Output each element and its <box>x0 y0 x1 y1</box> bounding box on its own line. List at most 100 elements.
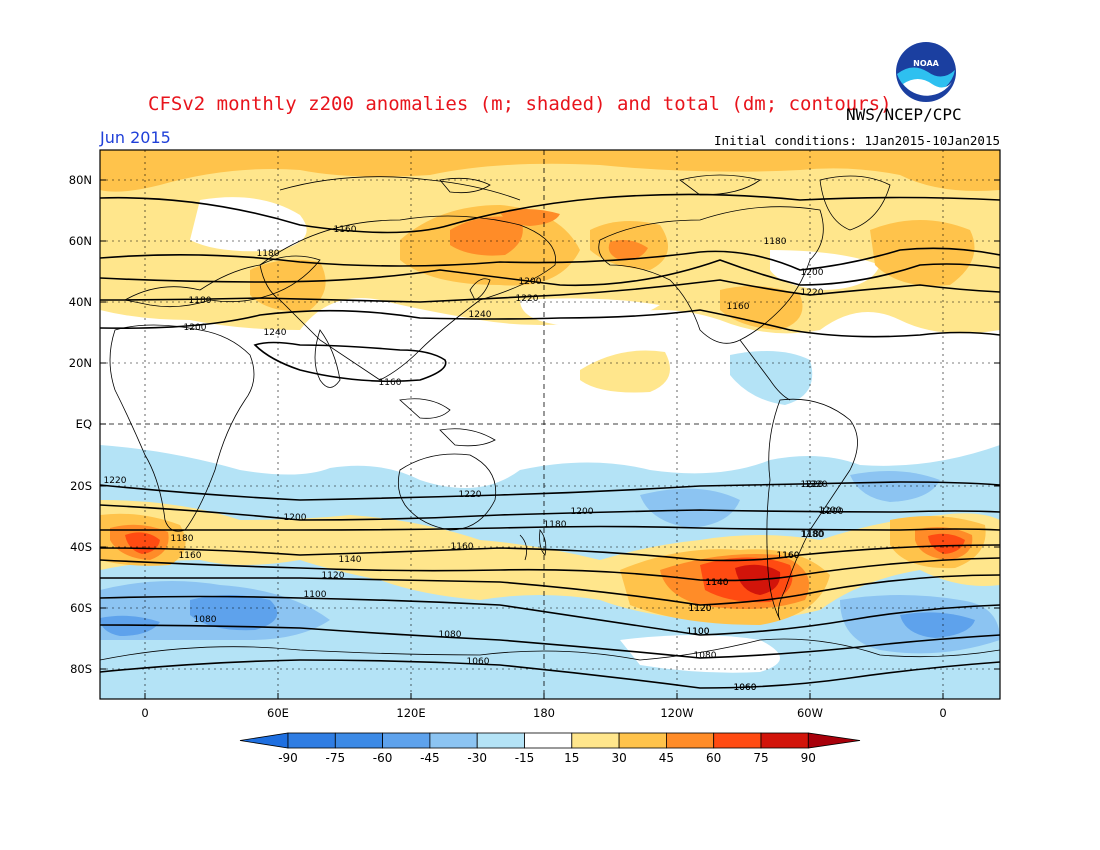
contour-label: 1240 <box>264 328 287 338</box>
contour-label: 1180 <box>189 296 212 306</box>
lat-label: 60N <box>69 234 92 248</box>
contour-label: 1140 <box>706 578 729 588</box>
contour-label: 1200 <box>184 323 207 333</box>
colorbar-segment <box>713 732 762 749</box>
lat-label: 40N <box>69 295 92 309</box>
contour-labels: 1160 1180 1200 1220 1240 1240 1160 1180 1200 1220… <box>104 225 844 693</box>
lat-label: 80N <box>69 173 92 187</box>
contour-label: 1220 <box>459 490 482 500</box>
colorbar-tick-label: -90 <box>278 751 298 765</box>
colorbar-arrow-left <box>239 732 289 749</box>
contour-label: 1160 <box>727 302 750 312</box>
lon-ticks <box>144 693 944 699</box>
colorbar-arrow-right <box>807 732 861 749</box>
contour-label: 1220 <box>801 288 824 298</box>
contour-label: 1060 <box>467 657 490 667</box>
initial-conditions-label: Initial conditions: 1Jan2015-10Jan2015 <box>714 133 1000 148</box>
lon-label: 0 <box>141 706 148 720</box>
contour-label: 1060 <box>734 683 757 693</box>
colorbar-segment <box>382 732 431 749</box>
contour-label: 1200 <box>284 513 307 523</box>
colorbar-segment <box>287 732 336 749</box>
contour-label: 1220 <box>516 294 539 304</box>
contour-label: 1220 <box>805 480 828 490</box>
lon-label: 0 <box>939 706 946 720</box>
contour-label: 1160 <box>451 542 474 552</box>
colorbar-tick-label: 90 <box>801 751 816 765</box>
contour-label: 1160 <box>179 551 202 561</box>
contour-label: 1200 <box>571 507 594 517</box>
contour-label: 1220 <box>104 476 127 486</box>
lat-label: 80S <box>70 662 92 676</box>
contour-label: 1100 <box>687 627 710 637</box>
contour-label: 1160 <box>379 378 402 388</box>
colorbar-tick-label: -15 <box>515 751 535 765</box>
longitude-labels: 0 60E 120E 180 120W 60W 0 <box>141 706 946 720</box>
colorbar-tick-label: -60 <box>373 751 393 765</box>
lon-label: 60E <box>267 706 289 720</box>
colorbar-tick-label: -30 <box>467 751 487 765</box>
contour-label: 1080 <box>439 630 462 640</box>
contour-label: 1120 <box>689 604 712 614</box>
contour-label: 1120 <box>322 571 345 581</box>
contour-label: 1180 <box>257 249 280 259</box>
lon-label: 120E <box>396 706 425 720</box>
contour-label: 1200 <box>801 268 824 278</box>
colorbar-segment <box>476 732 525 749</box>
agency-label: NWS/NCEP/CPC <box>846 105 962 124</box>
lat-label: 20N <box>69 356 92 370</box>
colorbar-segment <box>618 732 667 749</box>
colorbar: -90 -75 -60 -45 -30 -15 15 30 45 60 75 90 <box>239 732 861 765</box>
lat-label: 60S <box>70 601 92 615</box>
colorbar-segment <box>666 732 715 749</box>
colorbar-segment <box>334 732 383 749</box>
map-area: 1160 1180 1200 1220 1240 1240 1160 1180 1200 1220… <box>100 150 1000 699</box>
graticule <box>100 150 1000 699</box>
contour-label: 1220 <box>801 480 824 490</box>
contour-label: 1140 <box>339 555 362 565</box>
equator-dateline <box>100 150 1000 699</box>
colorbar-tick-label: -75 <box>325 751 345 765</box>
colorbar-segment <box>429 732 478 749</box>
contour-label: 1160 <box>777 551 800 561</box>
contour-label: 1080 <box>694 651 717 661</box>
colorbar-tick-label: 30 <box>611 751 626 765</box>
colorbar-segment <box>571 732 620 749</box>
colorbar-tick-label: 15 <box>564 751 579 765</box>
contour-label: 1240 <box>469 310 492 320</box>
colorbar-tick-label: 60 <box>706 751 721 765</box>
contour-label: 1080 <box>194 615 217 625</box>
height-contours <box>100 193 1000 689</box>
contour-label: 1120 <box>689 604 712 614</box>
contour-label: 1200 <box>519 277 542 287</box>
noaa-logo-text: NOAA <box>913 59 939 68</box>
lon-label: 180 <box>533 706 555 720</box>
lat-ticks <box>100 179 1000 670</box>
contour-label: 1180 <box>171 534 194 544</box>
contour-label: 1200 <box>821 507 844 517</box>
lat-label: 20S <box>70 479 92 493</box>
colorbar-tick-label: 75 <box>753 751 768 765</box>
lat-label: 40S <box>70 540 92 554</box>
colorbar-tick-label: -45 <box>420 751 440 765</box>
contour-label: 1100 <box>687 627 710 637</box>
contour-label: 1160 <box>777 551 800 561</box>
coastlines <box>100 174 1000 661</box>
lat-label: EQ <box>76 417 92 431</box>
lon-label: 60W <box>797 706 823 720</box>
month-label: Jun 2015 <box>99 128 171 147</box>
contour-label: 1180 <box>544 520 567 530</box>
lon-label: 120W <box>660 706 693 720</box>
contour-label: 1140 <box>706 578 729 588</box>
contour-label: 1200 <box>819 506 842 516</box>
latitude-labels: 80N 60N 40N 20N EQ 20S 40S 60S 80S <box>69 173 92 676</box>
figure-title: CFSv2 monthly z200 anomalies (m; shaded)… <box>148 93 892 115</box>
contour-label: 1100 <box>304 590 327 600</box>
contour-label: 1060 <box>734 683 757 693</box>
contour-label: 1180 <box>802 530 825 540</box>
colorbar-tick-label: 45 <box>659 751 674 765</box>
contour-label: 1160 <box>334 225 357 235</box>
noaa-logo: NOAA <box>896 42 956 102</box>
contour-label: 1180 <box>764 237 787 247</box>
